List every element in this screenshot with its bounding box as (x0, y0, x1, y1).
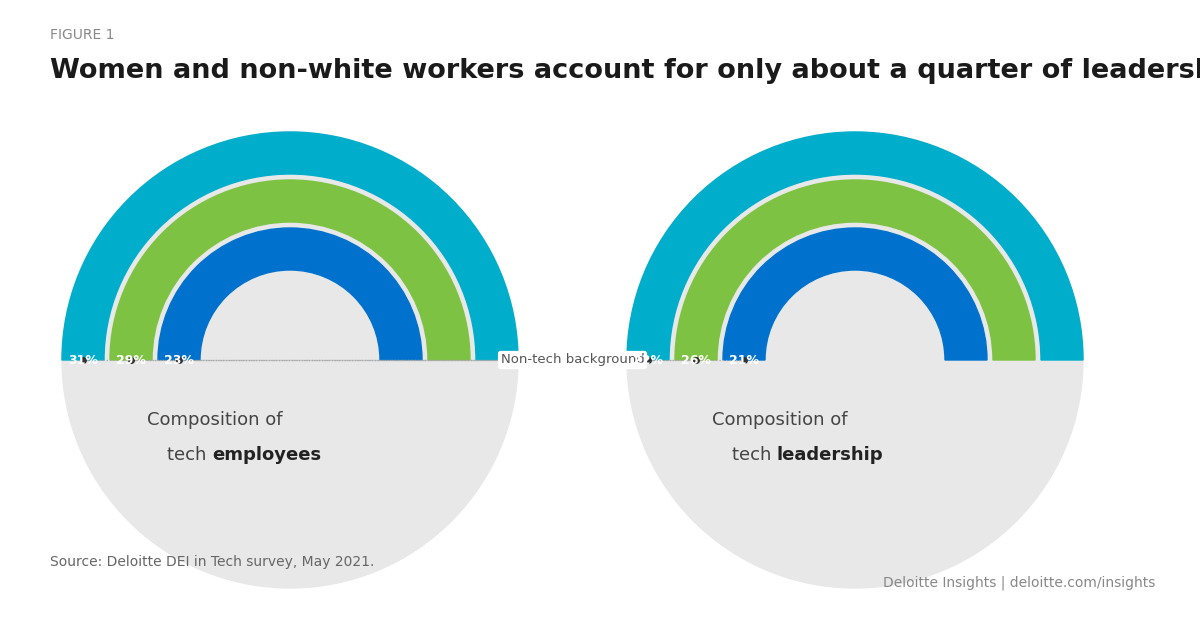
Text: Women: Women (547, 353, 598, 366)
Circle shape (62, 132, 518, 588)
Wedge shape (674, 180, 1034, 360)
Wedge shape (628, 132, 1084, 360)
Text: Composition of: Composition of (148, 411, 283, 429)
Circle shape (628, 132, 1084, 588)
Text: Source: Deloitte DEI in Tech survey, May 2021.: Source: Deloitte DEI in Tech survey, May… (50, 555, 374, 569)
Wedge shape (158, 228, 422, 360)
Text: 21%: 21% (730, 353, 760, 366)
Text: 22%: 22% (634, 353, 662, 366)
Text: 29%: 29% (116, 353, 146, 366)
Wedge shape (62, 132, 518, 360)
Text: tech: tech (167, 446, 212, 464)
Text: 26%: 26% (682, 353, 710, 366)
Text: Deloitte Insights | deloitte.com/insights: Deloitte Insights | deloitte.com/insight… (883, 575, 1154, 589)
Text: leadership: leadership (778, 446, 883, 464)
Text: 31%: 31% (68, 353, 98, 366)
Text: Non-tech background: Non-tech background (500, 353, 644, 366)
Wedge shape (722, 228, 986, 360)
Text: Composition of: Composition of (713, 411, 847, 429)
Text: Women and non-white workers account for only about a quarter of leadership teams: Women and non-white workers account for … (50, 58, 1200, 84)
Text: FIGURE 1: FIGURE 1 (50, 28, 114, 42)
Wedge shape (110, 180, 470, 360)
Text: employees: employees (212, 446, 322, 464)
Text: Non-white: Non-white (539, 353, 606, 366)
Text: tech: tech (732, 446, 778, 464)
Text: 23%: 23% (164, 353, 194, 366)
